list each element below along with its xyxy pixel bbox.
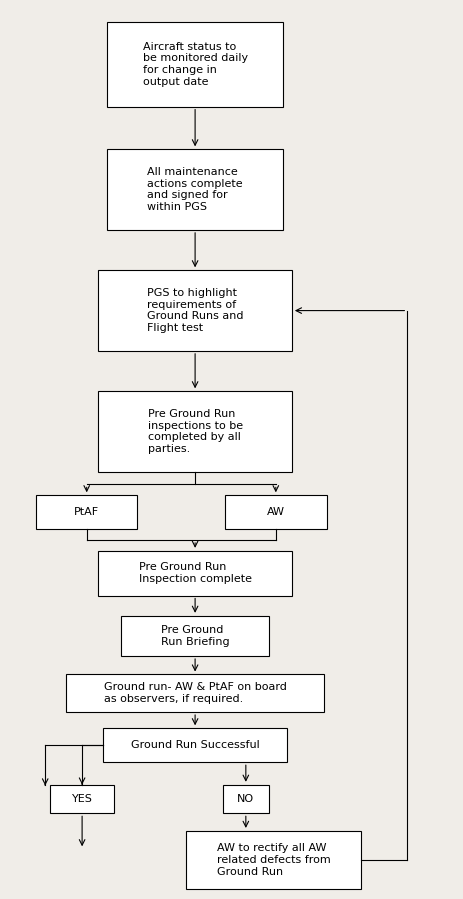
FancyBboxPatch shape: [121, 616, 269, 656]
Text: Ground run- AW & PtAF on board
as observers, if required.: Ground run- AW & PtAF on board as observ…: [103, 682, 286, 704]
FancyBboxPatch shape: [66, 674, 324, 712]
Text: All maintenance
actions complete
and signed for
within PGS: All maintenance actions complete and sig…: [147, 167, 243, 212]
Text: YES: YES: [71, 794, 92, 804]
FancyBboxPatch shape: [98, 391, 291, 472]
FancyBboxPatch shape: [103, 728, 287, 762]
FancyBboxPatch shape: [107, 149, 282, 230]
FancyBboxPatch shape: [186, 831, 360, 889]
FancyBboxPatch shape: [222, 785, 269, 814]
FancyBboxPatch shape: [107, 22, 282, 107]
Text: Pre Ground Run
Inspection complete: Pre Ground Run Inspection complete: [138, 563, 251, 584]
Text: Pre Ground Run
inspections to be
completed by all
parties.: Pre Ground Run inspections to be complet…: [147, 409, 242, 454]
Text: AW to rectify all AW
related defects from
Ground Run: AW to rectify all AW related defects fro…: [216, 843, 330, 877]
FancyBboxPatch shape: [98, 551, 291, 595]
Text: Aircraft status to
be monitored daily
for change in
output date: Aircraft status to be monitored daily fo…: [142, 41, 247, 86]
Text: NO: NO: [237, 794, 254, 804]
FancyBboxPatch shape: [36, 495, 137, 530]
FancyBboxPatch shape: [98, 271, 291, 351]
FancyBboxPatch shape: [50, 785, 114, 814]
Text: PtAF: PtAF: [74, 507, 99, 517]
Text: AW: AW: [266, 507, 284, 517]
FancyBboxPatch shape: [225, 495, 326, 530]
Text: Pre Ground
Run Briefing: Pre Ground Run Briefing: [161, 625, 229, 646]
Text: PGS to highlight
requirements of
Ground Runs and
Flight test: PGS to highlight requirements of Ground …: [146, 289, 243, 333]
Text: Ground Run Successful: Ground Run Successful: [131, 740, 259, 751]
